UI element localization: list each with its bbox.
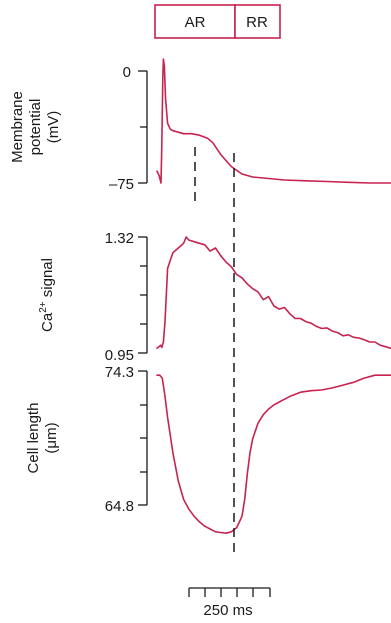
scale-bar-label: 250 ms <box>203 602 252 619</box>
ar-label: AR <box>185 14 206 31</box>
rr-box <box>234 4 281 39</box>
ca-signal-panel: 1.32 0.95 Ca2+ signal <box>38 230 391 364</box>
membrane-potential-trace <box>156 58 391 184</box>
ca-ylabel: Ca2+ signal <box>38 258 56 332</box>
cl-tick-label-bottom: 64.8 <box>105 498 134 515</box>
ca-tick-label-bottom: 0.95 <box>105 347 134 364</box>
mp-ylabel-line3: (mV) <box>45 111 62 144</box>
membrane-potential-panel: 0 –75 Membrane potential (mV) <box>9 58 391 193</box>
scale-bar-ticks <box>188 587 271 597</box>
cl-ylabel: Cell length (μm) <box>25 403 60 474</box>
ca-ylabel-sup: 2+ <box>38 301 49 313</box>
mp-tick-label-top: 0 <box>123 64 131 81</box>
cell-length-trace <box>156 374 391 534</box>
mp-ylabel: Membrane potential (mV) <box>9 91 62 163</box>
cell-length-panel: 74.3 64.8 Cell length (μm) <box>25 364 391 534</box>
ca-ylabel-tail: signal <box>39 258 56 301</box>
ca-tick-label-top: 1.32 <box>105 230 134 247</box>
mp-ylabel-line2: potential <box>27 99 44 156</box>
cl-tick-label-top: 74.3 <box>105 364 134 381</box>
cl-ylabel-line2: (μm) <box>43 422 60 453</box>
cl-ylabel-line1: Cell length <box>25 403 42 474</box>
rr-label: RR <box>246 14 268 31</box>
ca-signal-trace <box>156 236 391 350</box>
mp-tick-label-bottom: –75 <box>109 176 134 193</box>
ca-ylabel-main: Ca <box>39 312 56 332</box>
ar-box <box>154 4 236 39</box>
time-scale-bar: 250 ms <box>188 587 271 619</box>
mp-ylabel-line1: Membrane <box>9 91 26 163</box>
phase-bar: AR RR <box>154 4 281 39</box>
